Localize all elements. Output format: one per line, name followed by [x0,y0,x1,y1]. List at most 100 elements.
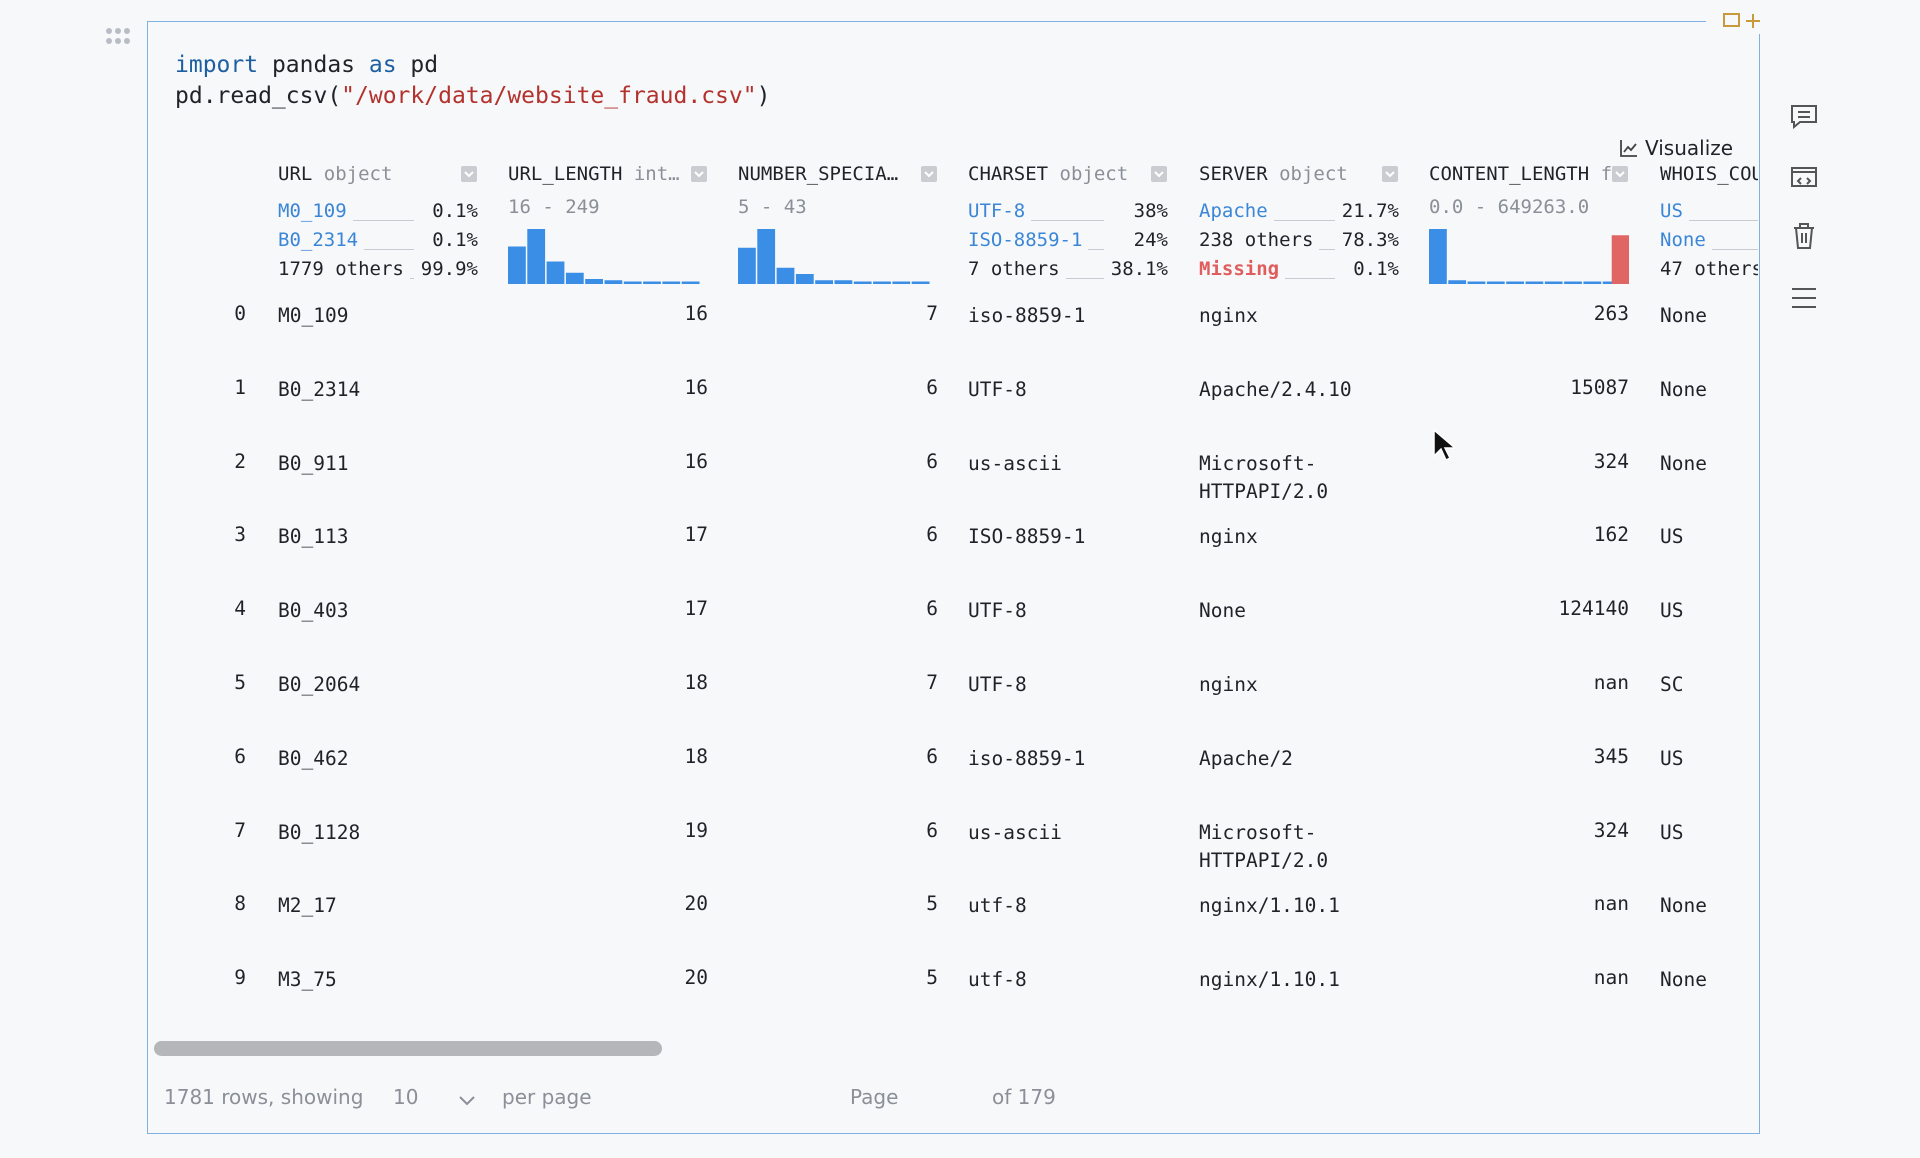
filter-icon [924,171,934,178]
table-cell: 18 [684,671,708,694]
comment-icon[interactable] [1723,13,1740,27]
stat-label: Missing [1199,258,1280,280]
table-cell: US [1660,525,1684,549]
table-cell: 6 [926,375,938,399]
table-cell: 6 [926,597,938,621]
stat-label: B0_2314 [278,229,359,251]
stat-leader [1066,278,1104,279]
table-cell: B0_462 [278,746,349,770]
column-header: SERVER object [1199,163,1385,185]
column-dtype: object [1048,163,1129,185]
code-line: import pandas as pd [175,52,438,78]
table-cell: 17 [684,597,708,621]
histogram-bar [1564,281,1582,284]
stat-leader [1274,220,1335,221]
code-token: pd.read_csv( [175,83,342,109]
table-cell: 6 [926,449,938,473]
column-header: URL object [278,163,464,185]
stat-label: 7 others [968,258,1060,280]
histogram-bar [1467,281,1486,284]
delete-button[interactable] [1794,223,1814,249]
stat-percent: 0.1% [1353,258,1399,280]
histogram-bar [565,272,584,284]
table-cell: US [1660,599,1684,623]
table-cell: Microsoft-HTTPAPI/2.0 [1199,820,1329,872]
table-cell: B0_113 [278,525,349,549]
histogram [508,229,700,284]
column-name: URL_LENGTH [508,163,623,185]
table-cell: B0_403 [278,599,349,623]
visualize-button[interactable]: Visualize [1619,136,1733,160]
filter-button[interactable] [1382,166,1398,182]
filter-icon [1154,171,1164,178]
table-cell: 18 [684,744,708,768]
page-input[interactable] [916,1083,976,1111]
column-name: URL [278,163,313,185]
column-header: CHARSET object [968,163,1154,185]
stat-label: 47 others [1660,258,1758,280]
table-cell: nan [1593,966,1629,990]
stat-percent: 21.7% [1341,200,1399,222]
table-cell: 20 [684,892,708,916]
stat-percent: 99.9% [420,258,478,280]
histogram-bar [853,281,872,284]
table-cell: nginx [1199,304,1258,327]
table-cell: 16 [684,302,708,325]
table-cell: M0_109 [278,304,349,327]
histogram-bar [776,267,795,284]
horizontal-scrollbar[interactable] [154,1041,662,1056]
filter-button[interactable] [461,166,477,182]
histogram-bar [1429,229,1447,284]
table-cell: US [1660,820,1684,844]
table-cell: nan [1593,671,1629,694]
menu-button[interactable] [1792,288,1816,308]
histogram-bar [1611,235,1629,284]
cell-action-icons [1723,13,1760,28]
column-header: WHOIS_COUNTRY object [1660,163,1758,185]
stat-label: Apache [1199,200,1268,222]
table-cell: UTF-8 [968,673,1027,696]
page-size-select[interactable]: 10 [393,1085,419,1109]
table-cell: 16 [684,449,708,473]
table-cell: Apache/2 [1199,746,1293,770]
histogram-bar [508,246,526,284]
column-name: WHOIS_COUNTRY [1660,163,1758,185]
filter-icon [464,171,474,178]
table-cell: None [1660,894,1707,918]
stat-leader [1689,220,1758,221]
stat-leader [1319,249,1335,250]
drag-handle[interactable] [104,26,134,46]
row-index: 9 [234,966,246,990]
histogram-bar [1544,281,1563,284]
visualize-icon [1620,140,1637,157]
stat-percent: 38% [1133,200,1168,222]
row-index: 4 [234,597,246,621]
filter-button[interactable] [1151,166,1167,182]
stat-percent: 0.1% [432,229,478,251]
code-line: pd.read_csv("/work/data/website_fraud.cs… [175,83,770,109]
histogram-bar [681,281,700,284]
code-cell [147,21,1760,1134]
filter-button[interactable] [921,166,937,182]
code-button[interactable] [1791,167,1817,187]
column-dtype: float64 [1600,163,1615,185]
filter-button[interactable] [1612,166,1628,182]
histogram-bar [623,281,642,284]
column-range: 0.0 - 649263.0 [1429,196,1590,218]
table-cell: us-ascii [968,451,1062,475]
table-cell: iso-8859-1 [968,304,1086,327]
filter-button[interactable] [691,166,707,182]
stat-leader [1088,249,1104,250]
sidebar-icons [1791,105,1817,308]
histogram-bar [1602,281,1621,284]
histogram-bar [1583,281,1602,284]
comment-button[interactable] [1791,105,1817,130]
table-cell: B0_2064 [278,673,361,696]
column-name: CONTENT_LENGTH [1429,163,1590,185]
row-index: 8 [234,892,246,916]
histogram-bar [662,281,681,284]
row-index: 3 [234,523,246,547]
histogram-bar [1448,280,1467,284]
add-icon[interactable] [1746,14,1760,28]
